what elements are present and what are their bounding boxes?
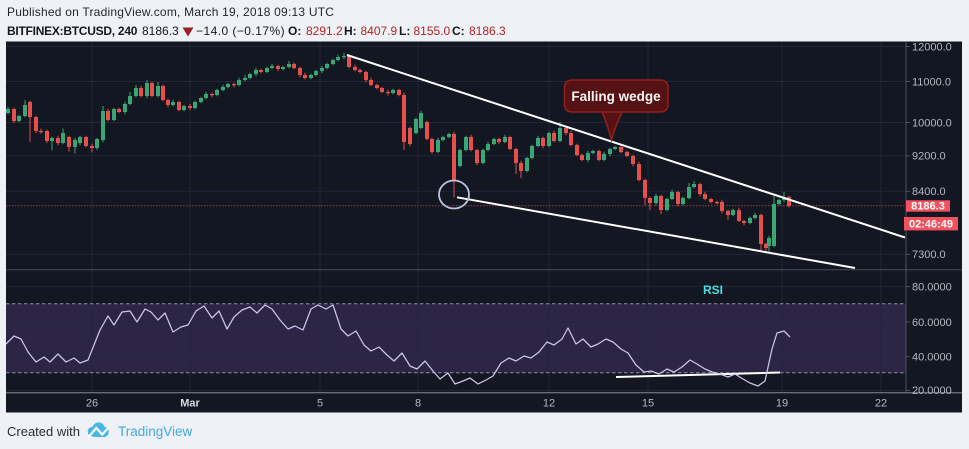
- svg-text:8186.3: 8186.3: [911, 200, 945, 212]
- svg-text:Mar: Mar: [180, 398, 200, 410]
- svg-text:8: 8: [415, 398, 421, 410]
- svg-text:10000.0: 10000.0: [912, 117, 952, 129]
- svg-text:RSI: RSI: [703, 283, 723, 297]
- svg-text:02:46:49: 02:46:49: [909, 218, 953, 230]
- svg-text:12: 12: [543, 398, 555, 410]
- svg-text:22: 22: [875, 398, 887, 410]
- svg-text:60.0000: 60.0000: [912, 317, 952, 329]
- svg-text:9200.0: 9200.0: [912, 151, 946, 163]
- svg-text:8400.0: 8400.0: [912, 186, 946, 198]
- svg-text:26: 26: [86, 398, 98, 410]
- svg-text:80.0000: 80.0000: [912, 281, 952, 293]
- svg-text:11000.0: 11000.0: [912, 76, 951, 88]
- svg-text:5: 5: [317, 398, 323, 410]
- svg-text:7300.0: 7300.0: [912, 249, 946, 261]
- svg-text:15: 15: [642, 398, 654, 410]
- svg-text:40.0000: 40.0000: [912, 352, 952, 364]
- svg-text:Falling wedge: Falling wedge: [571, 89, 661, 104]
- svg-text:12000.0: 12000.0: [912, 41, 952, 53]
- svg-text:19: 19: [776, 398, 788, 410]
- svg-text:20.0000: 20.0000: [912, 385, 952, 397]
